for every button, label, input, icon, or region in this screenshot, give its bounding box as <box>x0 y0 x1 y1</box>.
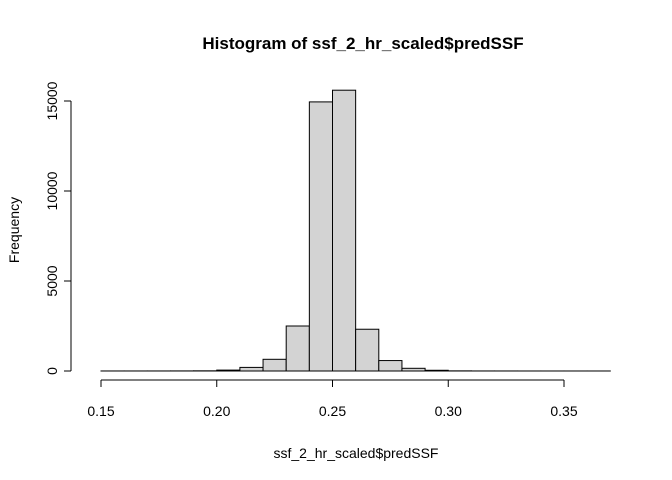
y-axis: 0 5000 10000 15000 <box>44 81 72 375</box>
x-tick-label: 0.15 <box>87 403 114 419</box>
histogram-bar-10 <box>332 89 357 372</box>
x-tick-label: 0.35 <box>550 403 577 419</box>
x-axis-label: ssf_2_hr_scaled$predSSF <box>274 445 439 461</box>
x-tick-label: 0.25 <box>319 403 346 419</box>
x-tick-label: 0.20 <box>203 403 230 419</box>
y-axis-label: Frequency <box>6 197 22 263</box>
histogram-bar-5 <box>216 369 241 372</box>
histogram-bar-11 <box>355 328 380 372</box>
x-axis: 0.15 0.20 0.25 0.30 0.35 <box>87 379 578 419</box>
y-tick-label: 5000 <box>44 265 60 296</box>
bars-group <box>100 89 611 372</box>
histogram-bar-14 <box>424 369 449 372</box>
histogram-bar-13 <box>401 367 426 372</box>
histogram-bar-7 <box>262 358 287 372</box>
chart-title: Histogram of ssf_2_hr_scaled$predSSF <box>202 34 523 53</box>
y-tick-label: 15000 <box>44 81 60 120</box>
y-tick-label: 0 <box>44 367 60 375</box>
histogram-bar-9 <box>308 101 334 372</box>
x-tick-label: 0.30 <box>435 403 462 419</box>
histogram-bar-6 <box>239 366 264 372</box>
y-tick-label: 10000 <box>44 171 60 210</box>
histogram-bar-12 <box>378 360 403 372</box>
histogram-bar-8 <box>285 325 310 372</box>
